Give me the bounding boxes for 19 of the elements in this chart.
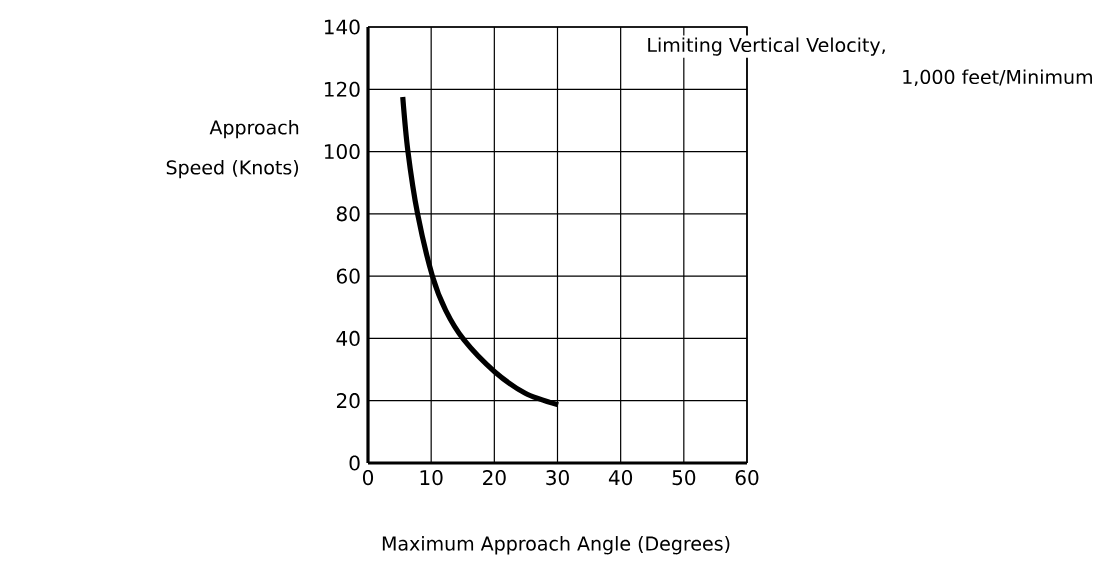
x-tick-label: 30 — [546, 470, 569, 486]
text: 1,000 feet/Minimum — [903, 69, 1092, 87]
y-tick-label: 120 — [324, 81, 360, 97]
x-axis-title: Maximum Approach Angle (Degrees) — [382, 536, 730, 555]
annotation: Limiting Vertical Velocity, — [648, 37, 885, 56]
x-tick-label: 0 — [362, 470, 374, 486]
x-tick-label: 50 — [672, 470, 696, 486]
y-tick-label: 140 — [324, 19, 360, 35]
x-tick-label: 20 — [483, 470, 506, 486]
y-tick-label: 80 — [336, 206, 360, 222]
y-tick-label: 60 — [336, 268, 360, 284]
y-tick-label: 100 — [324, 143, 360, 160]
x-tick-label: 10 — [420, 470, 443, 486]
y-tick-label: 0 — [349, 455, 360, 471]
x-tick-label: 40 — [608, 470, 633, 486]
y-axis-title: Approach Speed (Knots) — [166, 119, 299, 179]
y-tick-label: 40 — [336, 330, 360, 346]
y-tick-label: 20 — [336, 393, 360, 409]
x-tick-label: 60 — [735, 470, 759, 486]
